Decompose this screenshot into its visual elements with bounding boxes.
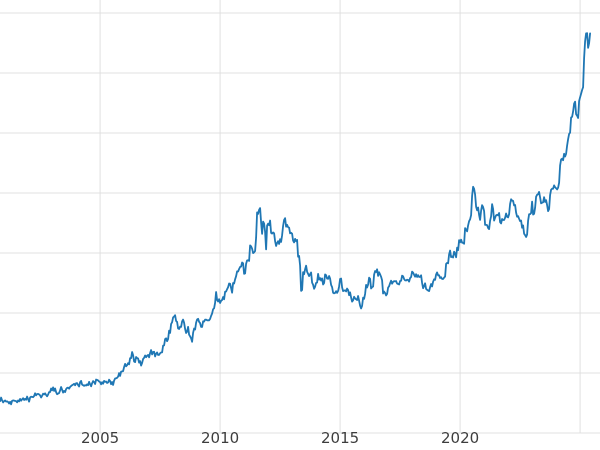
price-line-series (0, 32, 591, 406)
